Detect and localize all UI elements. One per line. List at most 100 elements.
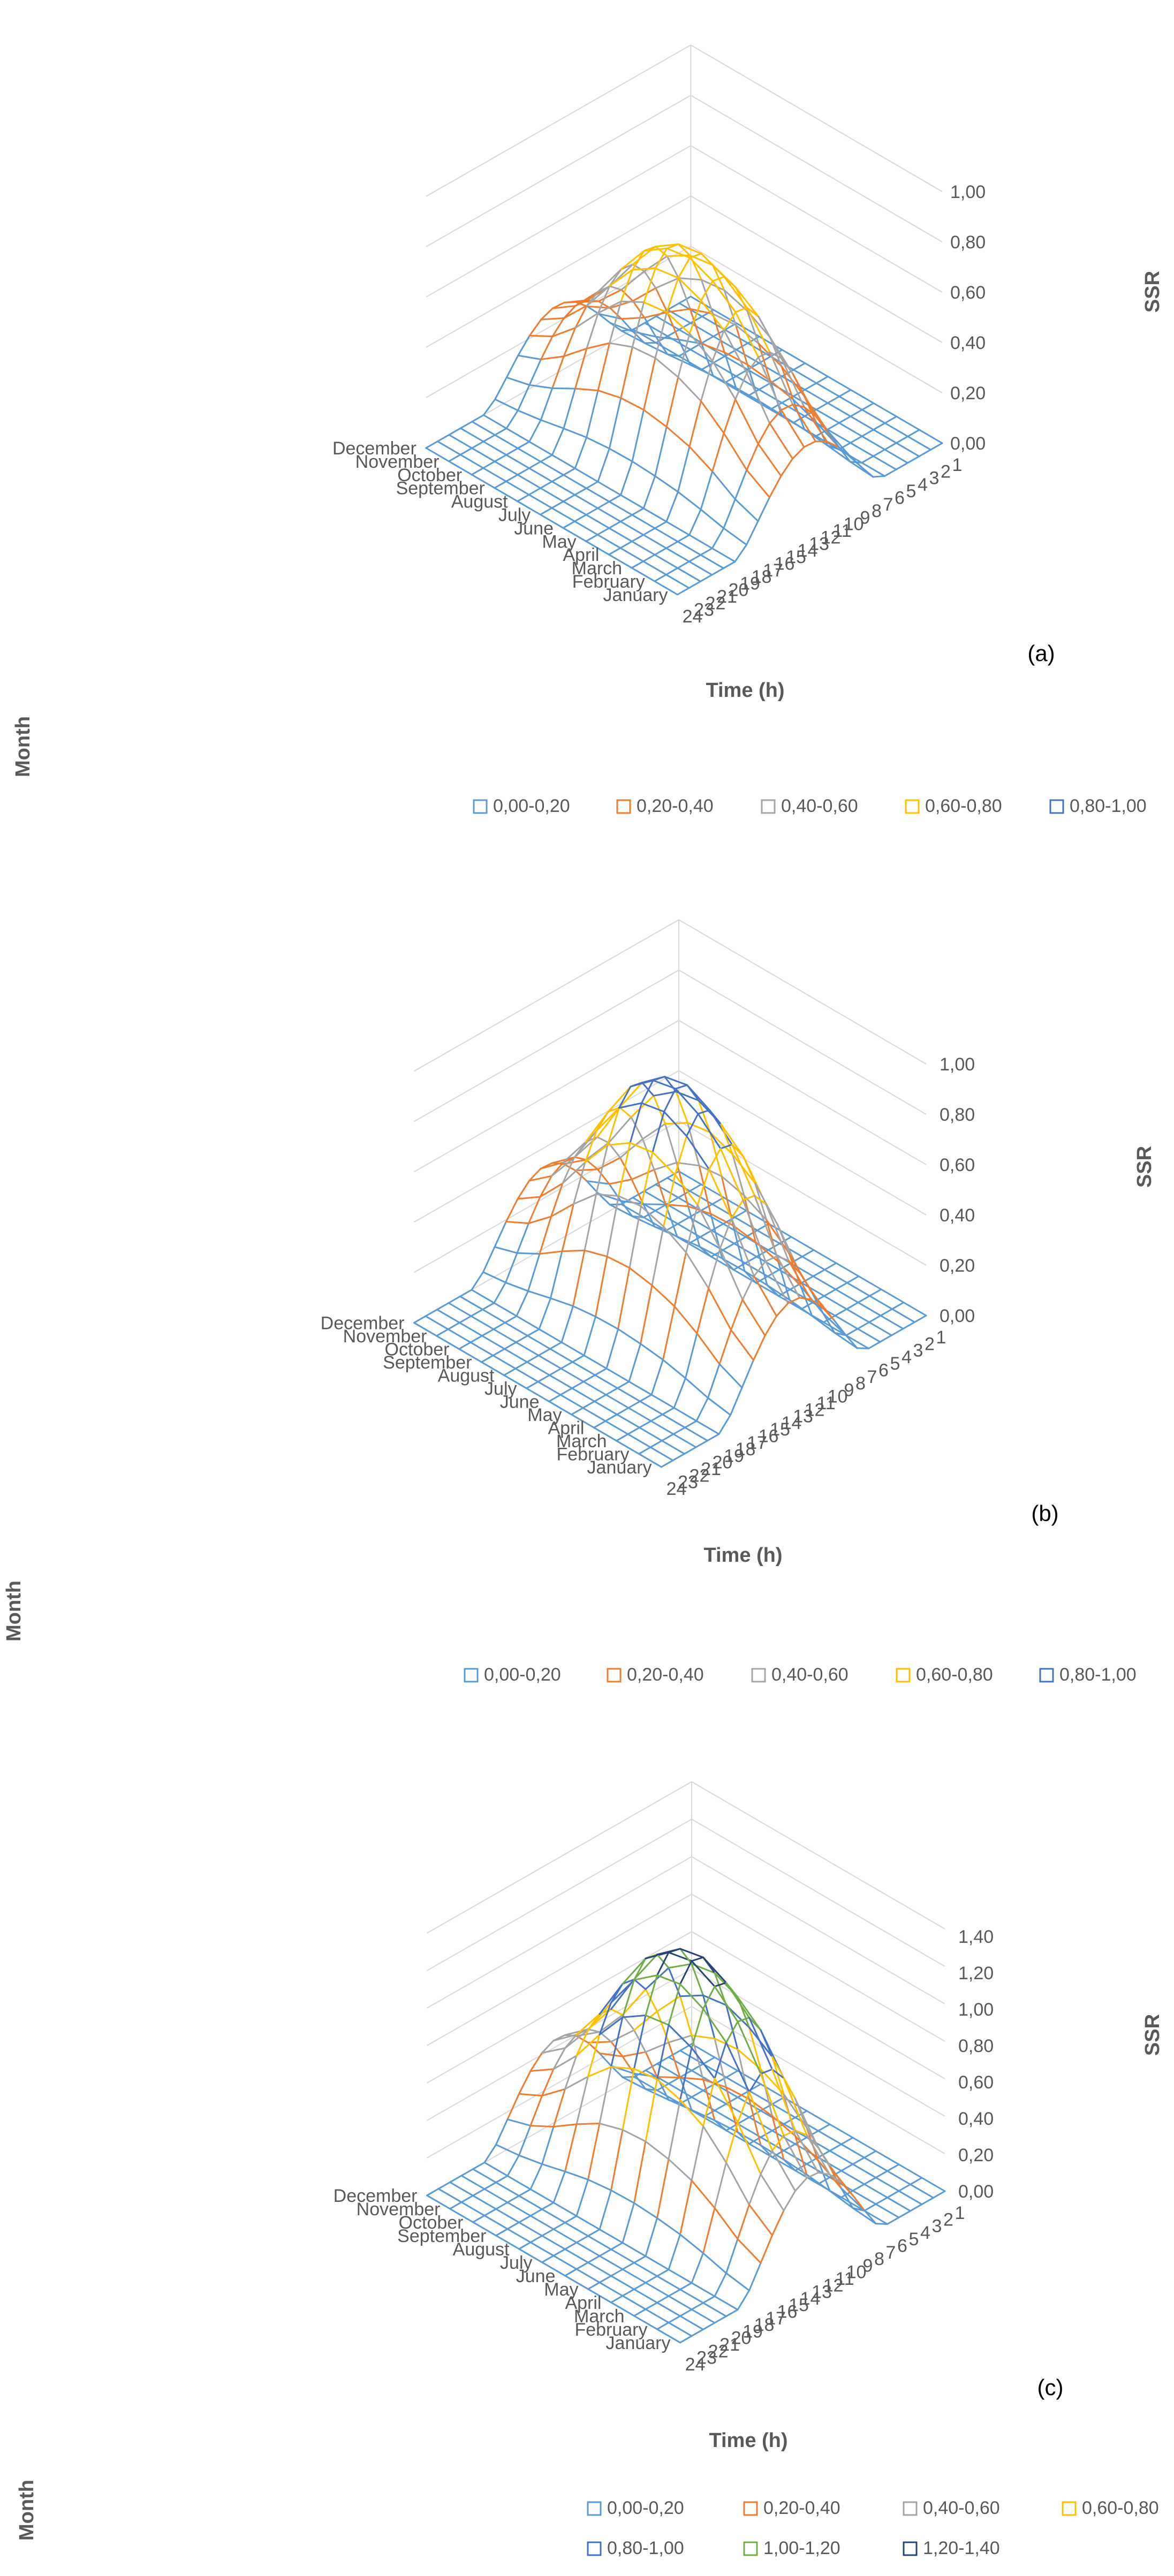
time-tick-label: 4 [902, 1347, 912, 1367]
surface-segment [817, 2176, 831, 2185]
surface-segment [642, 507, 668, 523]
surface-segment [760, 2068, 773, 2075]
surface-segment [674, 1174, 699, 1206]
z-tick-label: 0,20 [940, 1256, 975, 1276]
surface-segment [633, 1978, 647, 1990]
surface-segment [714, 2207, 739, 2240]
surface-segment [629, 1142, 654, 1153]
surface-segment [875, 2203, 900, 2218]
surface-segment [541, 2228, 555, 2237]
surface-segment [691, 2008, 704, 2049]
surface-segment [666, 311, 691, 335]
surface-segment [700, 1203, 713, 1212]
surface-segment [622, 1988, 647, 2016]
surface-segment [551, 305, 577, 309]
surface-segment [725, 2086, 750, 2100]
surface-segment [688, 299, 702, 335]
surface-segment [771, 2068, 796, 2132]
surface-segment [608, 547, 622, 556]
surface-segment [764, 1315, 777, 1336]
surface-segment [771, 2149, 796, 2192]
surface-segment [622, 2241, 647, 2257]
surface-segment [794, 2130, 808, 2136]
surface-segment [709, 1109, 733, 1145]
surface-segment [690, 295, 715, 311]
surface-segment [515, 1341, 540, 1356]
surface-segment [596, 1107, 620, 1131]
surface-segment [678, 295, 692, 304]
surface-segment [686, 1135, 710, 1171]
legend-label: 0,00-0,20 [607, 2498, 684, 2518]
surface-segment [649, 1440, 663, 1448]
surface-segment [672, 1453, 685, 1462]
surface-segment [633, 2140, 647, 2204]
surface-segment [696, 1204, 721, 1250]
time-tick-label: 8 [855, 1373, 866, 1394]
surface-segment [806, 2171, 819, 2179]
surface-segment [413, 1321, 437, 1337]
surface-segment [732, 1225, 746, 1272]
surface-segment [503, 1367, 517, 1376]
surface-segment [737, 2290, 750, 2311]
time-tick-label: 10 [828, 1387, 848, 1407]
time-tick-label: 16 [777, 2302, 798, 2322]
surface-segment [541, 2235, 566, 2250]
surface-segment [494, 480, 507, 489]
surface-segment [665, 521, 691, 536]
wall-gridline [690, 145, 943, 293]
surface-segment [572, 1361, 596, 1376]
surface-segment [564, 2215, 578, 2224]
surface-segment [631, 1179, 644, 1205]
surface-segment [587, 2288, 612, 2304]
legend: 0,00-0,20 0,20-0,40 0,40-0,60 0,60-0,80 0,80… [464, 1665, 1137, 1685]
surface-segment [586, 436, 610, 450]
surface-segment [650, 1359, 664, 1396]
surface-segment [664, 1123, 678, 1164]
surface-segment [610, 2275, 635, 2290]
surface-segment [748, 2098, 762, 2146]
surface-segment [527, 1253, 541, 1292]
surface-segment [505, 409, 519, 429]
surface-segment [714, 2272, 727, 2297]
surface-segment [654, 475, 679, 493]
surface-segment [540, 487, 564, 503]
surface-segment [783, 2190, 796, 2212]
surface-segment [672, 1426, 686, 1435]
surface-segment [887, 2163, 900, 2172]
z-tick-label: 1,00 [958, 2000, 994, 2020]
surface-segment [514, 1367, 539, 1383]
surface-segment [850, 389, 875, 404]
surface-segment [792, 389, 806, 397]
surface-segment [574, 1156, 587, 1161]
surface-segment [666, 353, 691, 366]
surface-segment [571, 1381, 585, 1389]
surface-segment [470, 1315, 495, 1330]
legend-swatch [751, 1668, 766, 1683]
surface-segment [551, 474, 565, 483]
surface-segment [781, 357, 805, 408]
wall-gridline [690, 246, 943, 393]
surface-segment [642, 534, 668, 549]
surface-segment [587, 2235, 612, 2251]
surface-segment [619, 520, 645, 536]
surface-segment [702, 2252, 727, 2274]
surface-segment [873, 429, 897, 444]
surface-segment [702, 2056, 716, 2065]
surface-segment [753, 1275, 777, 1317]
surface-segment [640, 1151, 654, 1207]
month-tick-label: April [565, 2293, 601, 2313]
surface-segment [656, 2056, 670, 2065]
surface-segment [640, 1285, 653, 1345]
surface-segment [652, 1151, 676, 1176]
legend-item: 0,20-0,40 [743, 2498, 840, 2518]
surface-segment [528, 384, 554, 389]
month-tick-label: January [603, 585, 668, 605]
time-tick-label: 2 [941, 461, 951, 482]
surface-segment [564, 2029, 589, 2049]
surface-segment [875, 2150, 900, 2165]
time-tick-label: 19 [724, 1446, 744, 1466]
surface-segment [587, 2033, 601, 2078]
legend-item: 0,40-0,60 [903, 2498, 1000, 2518]
surface-segment [482, 440, 508, 456]
time-tick-label: 6 [878, 1361, 889, 1381]
